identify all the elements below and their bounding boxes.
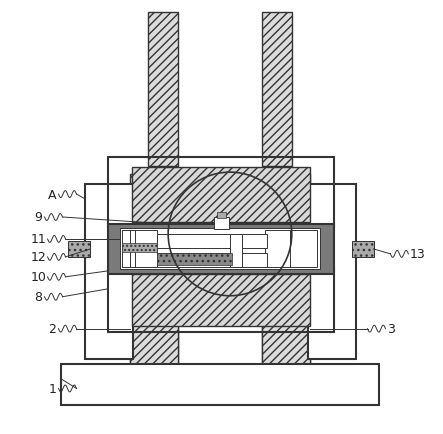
Text: 11: 11 <box>31 233 47 246</box>
Text: A: A <box>48 188 57 201</box>
Bar <box>214 217 229 230</box>
Bar <box>120 228 320 269</box>
Text: 9: 9 <box>35 211 43 224</box>
Bar <box>85 185 133 359</box>
Bar <box>61 364 380 405</box>
Bar <box>157 234 267 248</box>
Bar <box>217 213 226 218</box>
Bar <box>148 13 178 167</box>
Text: 1: 1 <box>49 382 56 395</box>
Bar <box>109 224 334 274</box>
Text: 3: 3 <box>388 322 396 335</box>
Bar <box>132 274 310 326</box>
Text: 10: 10 <box>31 271 47 284</box>
Bar <box>262 13 292 167</box>
Bar <box>262 175 310 394</box>
Text: 8: 8 <box>35 291 43 303</box>
Bar <box>230 234 242 267</box>
Text: 2: 2 <box>49 322 56 335</box>
Bar <box>109 158 334 227</box>
Bar <box>130 175 178 394</box>
Bar <box>265 230 317 267</box>
Bar <box>157 253 232 265</box>
Text: 12: 12 <box>31 251 47 264</box>
Bar <box>109 267 334 332</box>
Bar <box>352 241 373 257</box>
Bar <box>122 243 157 252</box>
Bar <box>157 253 267 267</box>
Bar <box>308 185 356 359</box>
Bar <box>132 168 310 223</box>
Text: 13: 13 <box>409 248 425 261</box>
Bar <box>262 304 310 394</box>
Bar <box>69 241 90 257</box>
Bar <box>122 230 157 267</box>
Bar <box>130 304 178 394</box>
